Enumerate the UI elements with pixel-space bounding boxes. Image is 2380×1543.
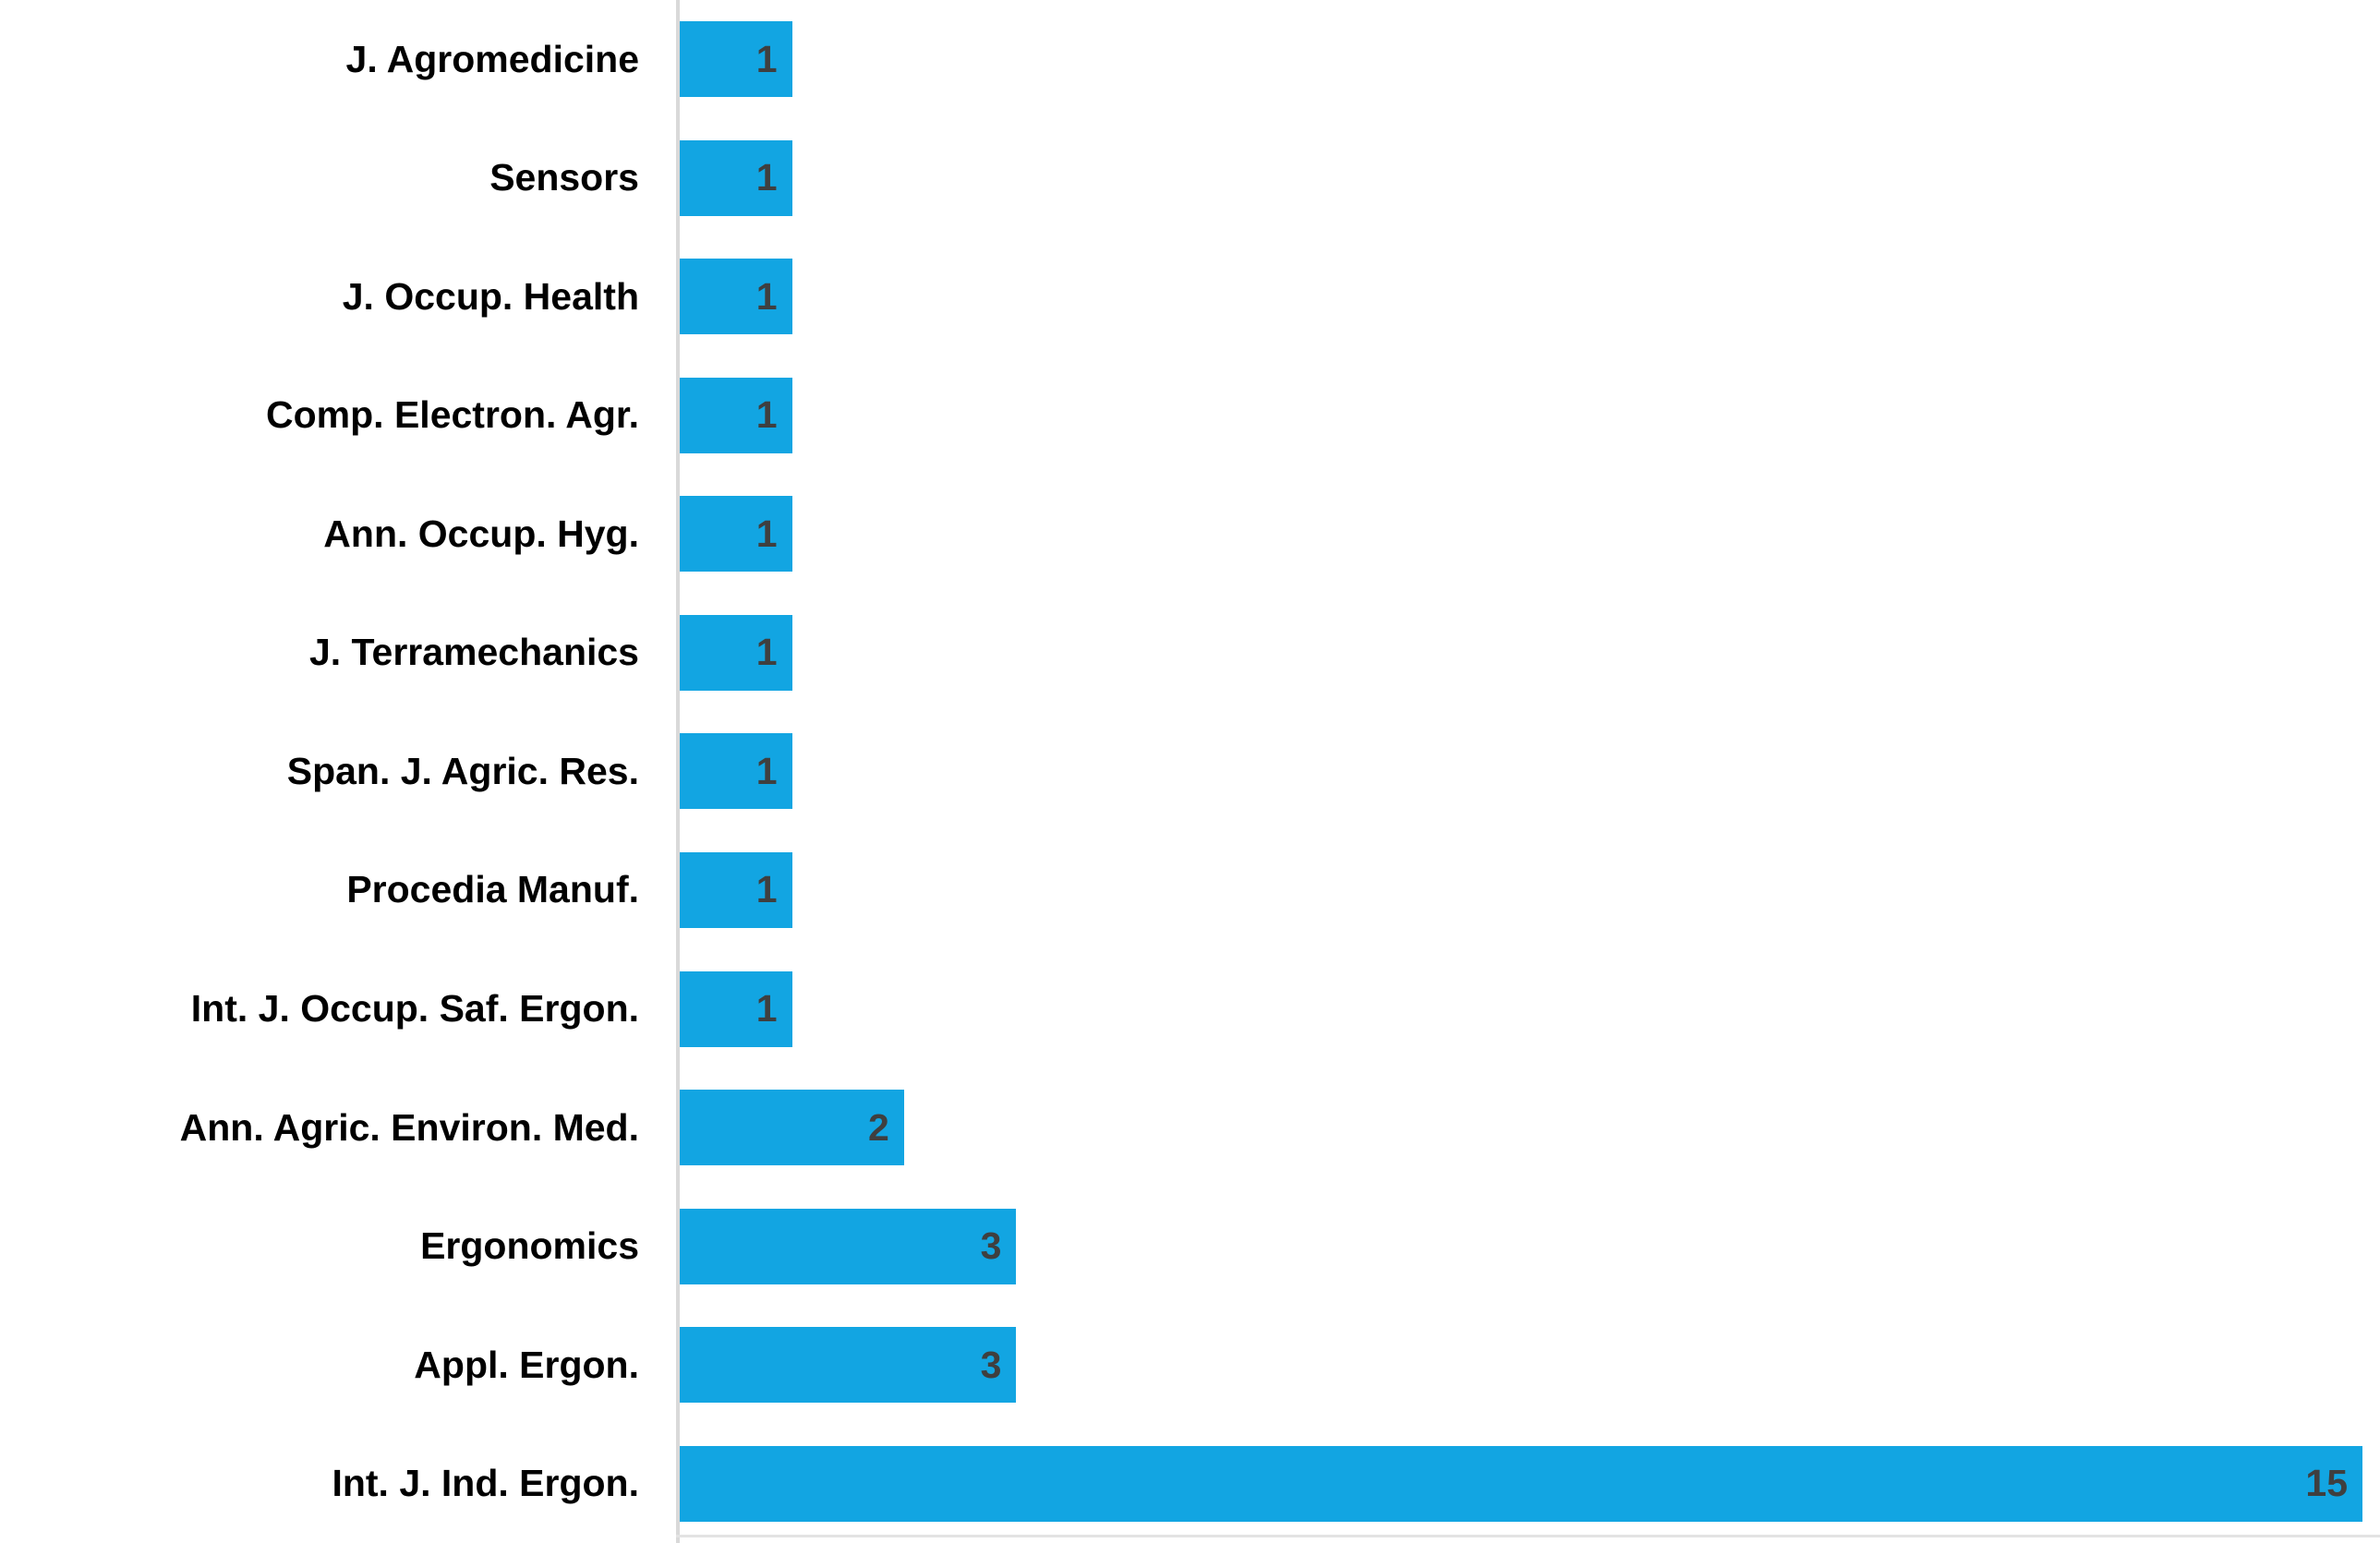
- plot-area: 1: [676, 118, 2380, 238]
- bar: 3: [680, 1208, 1017, 1284]
- value-label: 1: [755, 37, 778, 80]
- bar: 1: [680, 970, 792, 1047]
- value-label: 1: [755, 868, 778, 911]
- category-label: Appl. Ergon.: [414, 1343, 639, 1386]
- bar: 1: [680, 259, 792, 335]
- plot-area: 1: [676, 475, 2380, 594]
- bar: 1: [680, 851, 792, 928]
- plot-area: 1: [676, 356, 2380, 476]
- value-label: 2: [868, 1105, 889, 1149]
- category-label: Span. J. Agric. Res.: [286, 749, 639, 792]
- plot-area: 1: [676, 830, 2380, 950]
- bar: 1: [680, 377, 792, 453]
- chart-row: J. Agromedicine 1: [0, 0, 2380, 119]
- chart-row: Ann. Agric. Environ. Med. 2: [0, 1067, 2380, 1187]
- bar: 2: [680, 1090, 904, 1166]
- plot-area: 1: [676, 0, 2380, 119]
- value-label: 1: [755, 987, 778, 1031]
- value-label: 3: [980, 1343, 1002, 1386]
- chart-row: Sensors 1: [0, 118, 2380, 238]
- plot-area: 3: [676, 1305, 2380, 1425]
- chart-row: J. Terramechanics 1: [0, 593, 2380, 713]
- value-label: 1: [755, 274, 778, 318]
- chart-row: Ann. Occup. Hyg. 1: [0, 475, 2380, 594]
- chart-row: Span. J. Agric. Res. 1: [0, 712, 2380, 831]
- value-label: 1: [755, 393, 778, 437]
- plot-area: 1: [676, 237, 2380, 356]
- bar: 1: [680, 139, 792, 216]
- chart-row: Ergonomics 3: [0, 1187, 2380, 1306]
- chart-row: Appl. Ergon. 3: [0, 1305, 2380, 1425]
- plot-area: 15: [676, 1424, 2380, 1543]
- x-axis-baseline: [676, 1535, 2380, 1537]
- category-label: Ann. Agric. Environ. Med.: [179, 1105, 639, 1149]
- bar: 1: [680, 614, 792, 691]
- bar: 1: [680, 21, 792, 98]
- chart-row: Int. J. Occup. Saf. Ergon. 1: [0, 949, 2380, 1068]
- plot-area: 2: [676, 1067, 2380, 1187]
- bar: 3: [680, 1327, 1017, 1404]
- value-label: 1: [755, 156, 778, 199]
- plot-area: 1: [676, 593, 2380, 713]
- category-label: Int. J. Occup. Saf. Ergon.: [190, 986, 639, 1030]
- chart-row: Comp. Electron. Agr. 1: [0, 356, 2380, 476]
- category-label: Ergonomics: [420, 1224, 639, 1268]
- value-label: 1: [755, 512, 778, 555]
- chart-row: Int. J. Ind. Ergon. 15: [0, 1424, 2380, 1543]
- value-label: 1: [755, 749, 778, 792]
- value-label: 15: [2305, 1462, 2348, 1505]
- category-label: Sensors: [489, 156, 639, 199]
- plot-area: 1: [676, 949, 2380, 1068]
- chart-row: J. Occup. Health 1: [0, 237, 2380, 356]
- bar: 1: [680, 733, 792, 810]
- plot-area: 3: [676, 1187, 2380, 1306]
- category-label: J. Terramechanics: [308, 631, 639, 674]
- value-label: 1: [755, 631, 778, 674]
- category-label: J. Occup. Health: [342, 274, 639, 318]
- chart-row: Procedia Manuf. 1: [0, 830, 2380, 950]
- category-label: Ann. Occup. Hyg.: [323, 512, 639, 555]
- bar: 1: [680, 496, 792, 573]
- category-label: Int. J. Ind. Ergon.: [332, 1462, 639, 1505]
- category-label: Procedia Manuf.: [346, 868, 639, 911]
- category-label: J. Agromedicine: [345, 37, 639, 80]
- bar: 15: [680, 1445, 2362, 1522]
- plot-area: 1: [676, 712, 2380, 831]
- value-label: 3: [980, 1224, 1002, 1268]
- category-label: Comp. Electron. Agr.: [266, 393, 639, 437]
